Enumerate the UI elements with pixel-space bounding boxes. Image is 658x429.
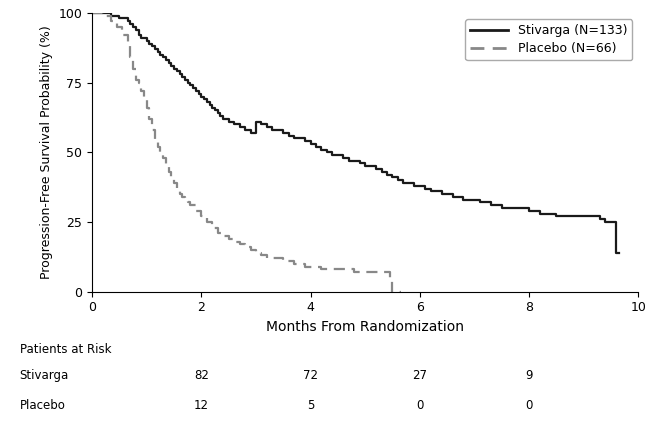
- Text: 5: 5: [307, 399, 315, 412]
- Text: 0: 0: [416, 399, 424, 412]
- Text: Placebo: Placebo: [20, 399, 66, 412]
- Text: Stivarga: Stivarga: [20, 369, 69, 382]
- Y-axis label: Progression-Free Survival Probability (%): Progression-Free Survival Probability (%…: [40, 25, 53, 279]
- Legend: Stivarga (N=133), Placebo (N=66): Stivarga (N=133), Placebo (N=66): [465, 19, 632, 60]
- Text: 27: 27: [413, 369, 427, 382]
- Text: 72: 72: [303, 369, 318, 382]
- X-axis label: Months From Randomization: Months From Randomization: [266, 320, 464, 334]
- Text: 0: 0: [525, 399, 533, 412]
- Text: 9: 9: [525, 369, 533, 382]
- Text: 82: 82: [194, 369, 209, 382]
- Text: 12: 12: [194, 399, 209, 412]
- Text: Patients at Risk: Patients at Risk: [20, 343, 111, 356]
